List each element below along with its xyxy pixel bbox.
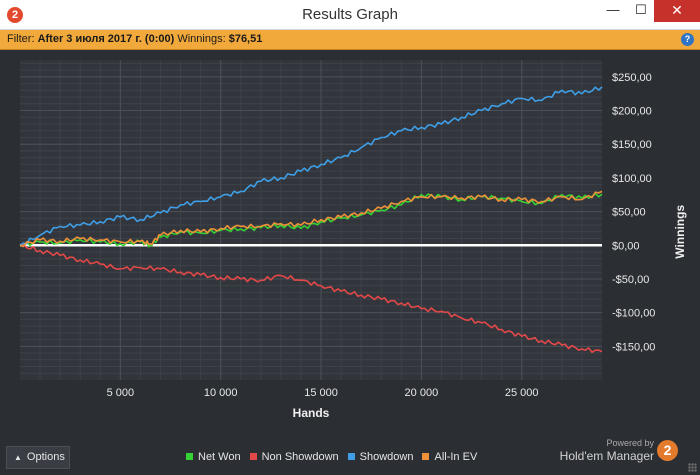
y-tick-label: $250,00 <box>612 72 652 84</box>
y-tick-label: -$100,00 <box>612 308 655 320</box>
legend-swatch <box>186 453 193 460</box>
x-tick-label: 25 000 <box>505 387 539 399</box>
legend-label: Showdown <box>359 451 414 463</box>
app-logo-icon: 2 <box>7 7 23 23</box>
filter-bar: Filter: After 3 июля 2017 г. (0:00) Winn… <box>0 30 700 50</box>
options-button[interactable]: ▲ Options <box>6 446 70 469</box>
resize-grip-icon[interactable] <box>688 463 697 472</box>
y-tick-label: $200,00 <box>612 106 652 118</box>
x-tick-label: 5 000 <box>107 387 135 399</box>
y-tick-label: $100,00 <box>612 173 652 185</box>
brand-block: Powered by Hold'em Manager 2 <box>560 438 700 472</box>
close-button[interactable]: ✕ <box>654 0 700 22</box>
y-axis-title: Winnings <box>673 205 687 259</box>
filter-value: After 3 июля 2017 г. (0:00) <box>37 33 175 45</box>
x-tick-label: 15 000 <box>304 387 338 399</box>
legend-item-showdown[interactable]: Showdown <box>347 447 414 467</box>
legend-label: All-In EV <box>434 451 478 463</box>
legend-label: Net Won <box>198 451 241 463</box>
options-label: Options <box>26 451 65 463</box>
minimize-button[interactable]: — <box>606 2 620 17</box>
x-axis-title: Hands <box>293 406 330 420</box>
winnings-value: $76,51 <box>228 33 263 45</box>
x-tick-label: 10 000 <box>204 387 238 399</box>
y-tick-label: -$150,00 <box>612 341 655 353</box>
bottom-bar: ▲ Options Net Won Non Showdown Showdown All-… <box>0 438 700 475</box>
series-line-showdown <box>19 86 603 246</box>
chart-legend: Net Won Non Showdown Showdown All-In EV <box>186 447 486 467</box>
legend-swatch <box>422 453 430 460</box>
maximize-button[interactable]: ☐ <box>635 2 647 17</box>
x-tick-label: 20 000 <box>405 387 439 399</box>
plot-area <box>20 60 602 380</box>
y-tick-label: $50,00 <box>612 207 646 219</box>
legend-item-non-showdown[interactable]: Non Showdown <box>249 447 339 467</box>
brand-logo-icon: 2 <box>657 440 678 461</box>
series-line-all-in-ev <box>19 190 603 248</box>
powered-by-label: Powered by <box>606 438 654 448</box>
title-bar: 2 Results Graph — ☐ ✕ <box>0 0 700 30</box>
legend-swatch <box>347 453 355 460</box>
results-chart: 5 000 10 000 15 000 20 000 25 000 $250,00 $200… <box>19 60 687 420</box>
legend-label: Non Showdown <box>261 451 339 463</box>
caret-up-icon: ▲ <box>14 453 22 462</box>
winnings-label: Winnings: <box>177 33 226 45</box>
y-tick-label: $150,00 <box>612 139 652 151</box>
filter-label: Filter: <box>7 33 35 45</box>
help-icon[interactable]: ? <box>681 33 694 46</box>
y-tick-label: $0,00 <box>612 240 640 252</box>
results-chart-panel: 5 000 10 000 15 000 20 000 25 000 $250,00 $200… <box>0 50 700 444</box>
legend-item-all-in-ev[interactable]: All-In EV <box>422 447 477 467</box>
brand-name: Hold'em Manager <box>559 449 654 463</box>
series-line-non-showdown <box>19 243 603 354</box>
legend-swatch <box>249 453 257 460</box>
window-title: Results Graph <box>302 6 398 23</box>
series-line-net-won <box>19 192 603 248</box>
legend-item-net-won[interactable]: Net Won <box>186 447 241 467</box>
y-tick-label: -$50,00 <box>612 274 649 286</box>
